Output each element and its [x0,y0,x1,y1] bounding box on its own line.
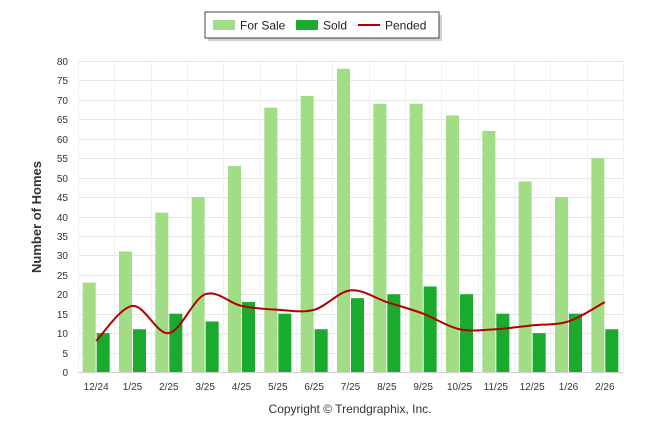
x-tick-label: 10/25 [447,382,472,393]
x-tick-label: 1/26 [559,382,579,393]
y-tick-label: 50 [57,174,69,185]
x-tick-label: 5/25 [268,382,288,393]
y-tick-label: 75 [57,76,69,87]
bar-for-sale [446,115,459,373]
line-layer [95,289,606,342]
y-tick-label: 20 [57,290,69,301]
bar-sold [205,321,219,372]
legend-box [204,11,440,39]
x-tick-label: 9/25 [413,382,433,393]
x-tick-label: 11/25 [484,382,509,393]
bar-sold [169,313,183,372]
y-tick-label: 65 [57,115,69,126]
bar-for-sale [191,197,205,372]
bar-sold [96,333,110,372]
y-tick-label: 5 [62,349,68,360]
axis-layer: 0 5 10 15 20 25 30 35 40 45 50 55 60 65 70 75 80 12/24 1/2… [57,57,623,393]
bar-sold [423,286,437,372]
bar-sold [278,313,292,372]
legend-swatch-sold [296,20,318,30]
bar-for-sale [518,181,532,372]
bar-sold [569,313,582,372]
legend-label-pended: Pended [385,19,426,33]
x-tick-label: 8/25 [377,382,397,393]
y-tick-label: 60 [57,135,69,146]
y-tick-label: 10 [57,329,69,340]
bar-sold [496,313,510,372]
y-tick-label: 55 [57,154,69,165]
legend-label-for-sale: For Sale [240,19,286,33]
y-axis-label: Number of Homes [29,161,44,273]
x-tick-label: 1/25 [123,382,143,393]
bar-for-sale [409,103,423,372]
bar-for-sale [373,103,387,372]
x-tick-label: 6/25 [304,382,324,393]
legend-label-sold: Sold [323,19,347,33]
y-tick-label: 15 [57,310,69,321]
y-tick-label: 35 [57,232,69,243]
bar-sold [314,329,328,372]
legend-swatch-for-sale [213,20,235,30]
x-tick-label: 2/25 [159,382,179,393]
bar-for-sale [555,197,568,372]
bar-for-sale [228,165,241,372]
x-tick-label: 2/26 [595,382,615,393]
bar-sold [460,294,473,372]
y-tick-label: 25 [57,271,69,282]
line-pended [95,289,606,342]
grid-layer [78,61,624,373]
bar-sold [133,329,146,372]
bar-sold [351,298,364,372]
bar-layer [82,68,619,373]
x-tick-label: 3/25 [195,382,215,393]
x-tick-label: 12/24 [84,382,109,393]
x-tick-label: 12/25 [520,382,545,393]
x-tick-label: 7/25 [341,382,361,393]
legend: For Sale Sold Pended [204,11,442,41]
bar-sold [532,333,546,372]
bar-for-sale [119,251,132,372]
y-tick-label: 80 [57,57,69,68]
bar-for-sale [482,130,496,372]
bar-for-sale [337,68,350,373]
bar-for-sale [155,212,169,372]
copyright-text: Copyright © Trendgraphix, Inc. [269,402,432,416]
y-tick-label: 45 [57,193,69,204]
y-tick-label: 40 [57,213,69,224]
bar-for-sale [591,158,605,372]
bar-for-sale [264,107,278,373]
bar-sold [387,294,401,372]
bar-for-sale [82,282,96,372]
bar-for-sale [300,95,314,373]
bar-sold [242,302,255,372]
y-tick-label: 0 [62,368,68,379]
x-tick-label: 4/25 [232,382,252,393]
bar-sold [605,329,619,372]
y-tick-label: 30 [57,251,69,262]
y-tick-label: 70 [57,96,69,107]
